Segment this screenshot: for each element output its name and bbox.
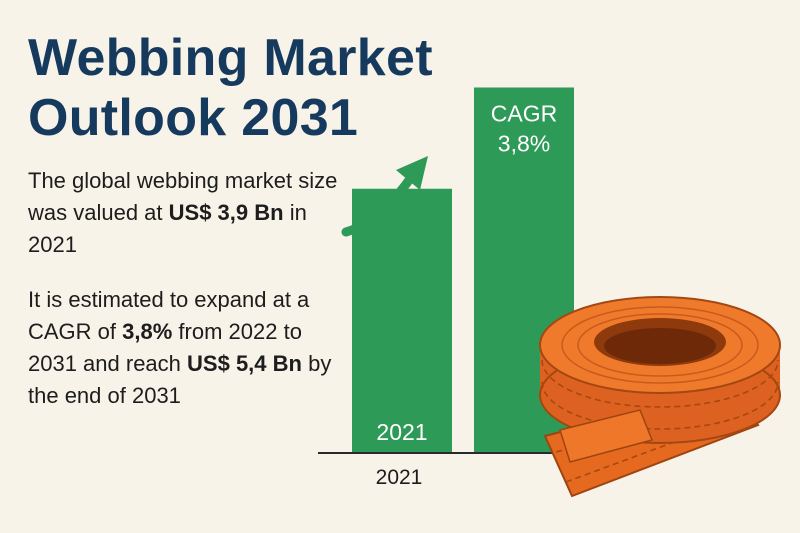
p1-text-2: in 2021: [28, 200, 307, 257]
p2-bold-value: US$ 5,4 Bn: [187, 351, 302, 376]
p2-text-1: It is estimated to expand at a CAGR of: [28, 287, 310, 344]
growth-paragraph: It is estimated to expand at a CAGR of 3…: [28, 284, 348, 412]
x-axis-tick-label: 2021: [376, 466, 423, 489]
p1-bold-value: US$ 3,9 Bn: [168, 200, 284, 225]
p1-text-1: The global webbing market size was value…: [28, 168, 338, 225]
market-size-paragraph: The global webbing market size was value…: [28, 165, 348, 261]
bar-2-label-1: CAGR: [491, 101, 557, 127]
p2-text-3: by the end of 2031: [28, 351, 332, 408]
bar-1-label-1: 2021: [376, 419, 427, 445]
title-line-2: Outlook 2031: [28, 89, 359, 147]
p2-text-2: from 2022 to 2031 and reach: [28, 319, 302, 376]
bar-2-label-2: 3,8%: [498, 131, 550, 157]
growth-arrow-icon: [341, 156, 428, 237]
page-title: Webbing Market Outlook 2031: [28, 28, 433, 148]
title-line-1: Webbing Market: [28, 29, 433, 87]
bar-group: 2021 CAGR 3,8%: [352, 87, 574, 452]
webbing-roll-icon: [539, 296, 781, 498]
bar-1: [352, 188, 452, 452]
p2-bold-cagr: 3,8%: [122, 319, 173, 344]
